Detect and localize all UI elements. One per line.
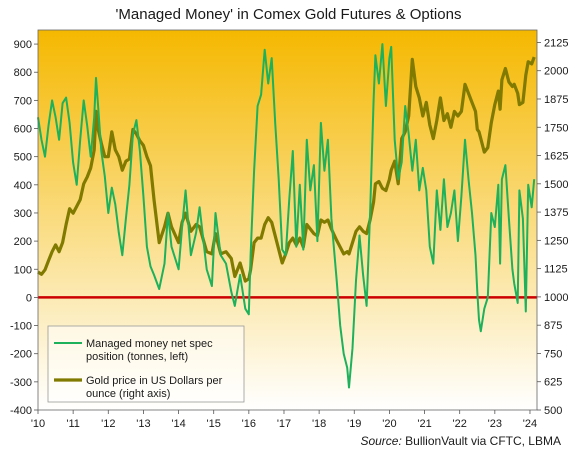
x-tick-label: '16 <box>242 418 256 430</box>
right-tick-label: 2125 <box>544 37 568 49</box>
source-note: Source: BullionVault via CFTC, LBMA <box>360 434 561 448</box>
series-line-managed-money <box>37 43 536 389</box>
left-tick-label: 600 <box>14 124 32 136</box>
right-tick-label: 875 <box>544 320 562 332</box>
x-tick-label: '11 <box>66 418 80 430</box>
left-tick-label: -300 <box>10 377 32 389</box>
left-tick-label: 900 <box>14 39 32 51</box>
x-tick-label: '15 <box>207 418 221 430</box>
x-tick-label: '10 <box>31 418 45 430</box>
x-tick-label: '18 <box>312 418 326 430</box>
x-tick-label: '19 <box>347 418 361 430</box>
x-tick-label: '22 <box>453 418 467 430</box>
x-tick-label: '21 <box>417 418 431 430</box>
x-tick-label: '13 <box>136 418 150 430</box>
chart-title: 'Managed Money' in Comex Gold Futures & … <box>115 6 462 23</box>
right-tick-label: 625 <box>544 377 562 389</box>
legend-label: Gold price in US Dollars per <box>86 375 223 387</box>
left-tick-label: 800 <box>14 67 32 79</box>
x-tick-label: '23 <box>488 418 502 430</box>
right-tick-label: 1625 <box>544 151 568 163</box>
left-tick-label: -200 <box>10 349 32 361</box>
legend-label: Managed money net spec <box>86 338 213 350</box>
source-label: Source: <box>360 434 402 448</box>
right-tick-label: 1875 <box>544 94 568 106</box>
right-tick-label: 1500 <box>544 179 568 191</box>
legend-box <box>47 325 245 403</box>
legend-label: position (tonnes, left) <box>86 351 188 363</box>
left-tick-label: 400 <box>14 180 32 192</box>
right-tick-label: 1750 <box>544 122 568 134</box>
left-tick-label: 200 <box>14 236 32 248</box>
left-tick-label: 300 <box>14 208 32 220</box>
right-tick-label: 1125 <box>544 264 568 276</box>
left-tick-label: -100 <box>10 321 32 333</box>
right-tick-label: 500 <box>544 405 562 417</box>
left-tick-label: 100 <box>14 264 32 276</box>
right-tick-label: 1000 <box>544 292 568 304</box>
series-line-gold-price <box>37 56 536 283</box>
right-tick-label: 2000 <box>544 66 568 78</box>
x-tick-label: '17 <box>277 418 291 430</box>
legend-label: ounce (right axis) <box>86 388 170 400</box>
right-tick-label: 1250 <box>544 235 568 247</box>
x-tick-label: '14 <box>171 418 185 430</box>
left-tick-label: 500 <box>14 152 32 164</box>
left-tick-label: -400 <box>10 405 32 417</box>
right-tick-label: 1375 <box>544 207 568 219</box>
right-tick-label: 750 <box>544 348 562 360</box>
x-tick-label: '24 <box>523 418 537 430</box>
left-tick-label: 700 <box>14 95 32 107</box>
plot-frame <box>37 29 538 411</box>
source-text: BullionVault via CFTC, LBMA <box>405 434 561 448</box>
x-tick-label: '20 <box>382 418 396 430</box>
left-tick-label: 0 <box>26 292 32 304</box>
x-tick-label: '12 <box>101 418 115 430</box>
